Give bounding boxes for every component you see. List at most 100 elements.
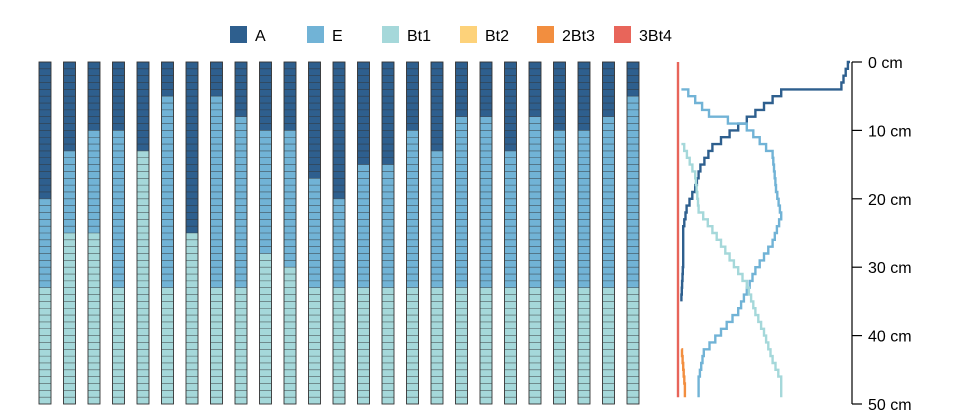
probability-curve-bt1 — [681, 142, 783, 398]
profile-16-outline — [406, 61, 419, 405]
profile-12 — [308, 61, 321, 405]
profile-7 — [185, 61, 199, 405]
profile-18 — [455, 61, 468, 405]
profile-18-horizon-e — [455, 116, 468, 288]
legend-swatch-3bt4 — [614, 26, 631, 43]
profile-8 — [210, 61, 223, 405]
profile-17-outline — [430, 61, 444, 405]
profile-5-outline — [136, 61, 150, 405]
profile-24-slices — [602, 68, 615, 398]
profile-22 — [553, 61, 566, 405]
profile-22-outline — [553, 61, 566, 405]
profile-10-outline — [259, 61, 272, 405]
profile-20-horizon-bt1 — [504, 287, 517, 404]
profile-1-outline — [38, 61, 52, 405]
legend-swatch-e — [307, 26, 324, 43]
profile-21-slices — [529, 68, 541, 398]
legend-label-3bt4: 3Bt4 — [639, 28, 672, 45]
profile-20-slices — [504, 68, 517, 398]
probability-curves — [676, 60, 850, 398]
profile-17-slices — [431, 68, 443, 398]
probability-curve-a — [680, 60, 850, 302]
profile-16-horizon-e — [406, 130, 419, 288]
profile-13 — [332, 61, 346, 405]
profile-10 — [259, 61, 272, 405]
profile-23-outline — [577, 61, 591, 405]
depth-tick-label-3: 30 cm — [868, 260, 912, 277]
profile-25-horizon-a — [627, 62, 639, 97]
profile-2-slices — [63, 68, 76, 398]
profile-17 — [430, 61, 444, 405]
profile-19 — [479, 61, 493, 405]
legend-swatch-2bt3 — [537, 26, 554, 43]
profile-13-outline — [332, 61, 346, 405]
legend-label-bt2: Bt2 — [485, 28, 509, 45]
profile-17-horizon-a — [431, 62, 443, 151]
legend: A E Bt1 Bt2 2Bt3 3Bt4 — [230, 26, 672, 45]
depth-axis: 0 cm 10 cm 20 cm 30 cm 40 cm 50 cm — [851, 55, 912, 414]
profile-3 — [87, 61, 101, 405]
profile-8-slices — [210, 68, 223, 398]
profile-1-slices — [39, 68, 51, 398]
profile-16 — [406, 61, 419, 405]
depth-tick-label-5: 50 cm — [868, 397, 912, 414]
profile-11-slices — [284, 68, 296, 398]
profile-16-slices — [406, 68, 419, 398]
profile-23-horizon-e — [578, 130, 590, 288]
profile-5-slices — [137, 68, 149, 398]
profile-22-horizon-bt1 — [553, 287, 566, 404]
legend-label-a: A — [255, 28, 266, 45]
profile-5-horizon-bt1 — [137, 150, 149, 404]
profile-15-slices — [382, 68, 394, 398]
profile-14-horizon-bt1 — [357, 287, 370, 404]
profile-15-outline — [381, 61, 395, 405]
profile-9-outline — [234, 61, 248, 405]
profile-6-horizon-a — [161, 62, 174, 97]
profile-24 — [602, 61, 615, 405]
profile-23-horizon-bt1 — [578, 287, 590, 404]
profile-2 — [63, 61, 76, 405]
profile-19-horizon-e — [480, 116, 492, 288]
profile-2-horizon-a — [63, 62, 76, 151]
profile-24-outline — [602, 61, 615, 405]
profile-22-slices — [553, 68, 566, 398]
profile-5-horizon-a — [137, 62, 149, 151]
profile-25 — [626, 61, 640, 405]
profile-13-horizon-e — [333, 198, 345, 288]
profile-18-slices — [455, 68, 468, 398]
profile-6-slices — [161, 68, 174, 398]
profile-6-horizon-bt1 — [161, 287, 174, 404]
profile-12-outline — [308, 61, 321, 405]
profile-18-outline — [455, 61, 468, 405]
profile-25-outline — [626, 61, 640, 405]
profile-8-horizon-a — [210, 62, 223, 97]
profile-12-horizon-bt1 — [308, 287, 321, 404]
profile-4-horizon-bt1 — [112, 287, 125, 404]
profile-7-outline — [185, 61, 199, 405]
profile-13-horizon-bt1 — [333, 287, 345, 404]
profile-10-slices — [259, 68, 272, 398]
profile-15-horizon-bt1 — [382, 287, 394, 404]
profile-11-outline — [283, 61, 297, 405]
profile-11 — [283, 61, 297, 405]
profile-14-slices — [357, 68, 370, 398]
profile-1 — [38, 61, 52, 405]
profile-12-slices — [308, 68, 321, 398]
profile-19-outline — [479, 61, 493, 405]
depth-tick-label-2: 20 cm — [868, 192, 912, 209]
profile-4-outline — [112, 61, 125, 405]
legend-swatch-bt2 — [460, 26, 477, 43]
profile-24-horizon-bt1 — [602, 287, 615, 404]
profile-21 — [528, 61, 542, 405]
probability-curve-2bt3 — [680, 348, 687, 398]
profile-21-horizon-e — [529, 116, 541, 288]
profile-22-horizon-e — [553, 130, 566, 288]
profile-14-outline — [357, 61, 370, 405]
profile-21-outline — [528, 61, 542, 405]
profile-9 — [234, 61, 248, 405]
profile-7-horizon-bt1 — [186, 233, 198, 404]
profile-24-horizon-e — [602, 116, 615, 288]
profile-6-outline — [161, 61, 174, 405]
depth-tick-label-4: 40 cm — [868, 329, 912, 346]
